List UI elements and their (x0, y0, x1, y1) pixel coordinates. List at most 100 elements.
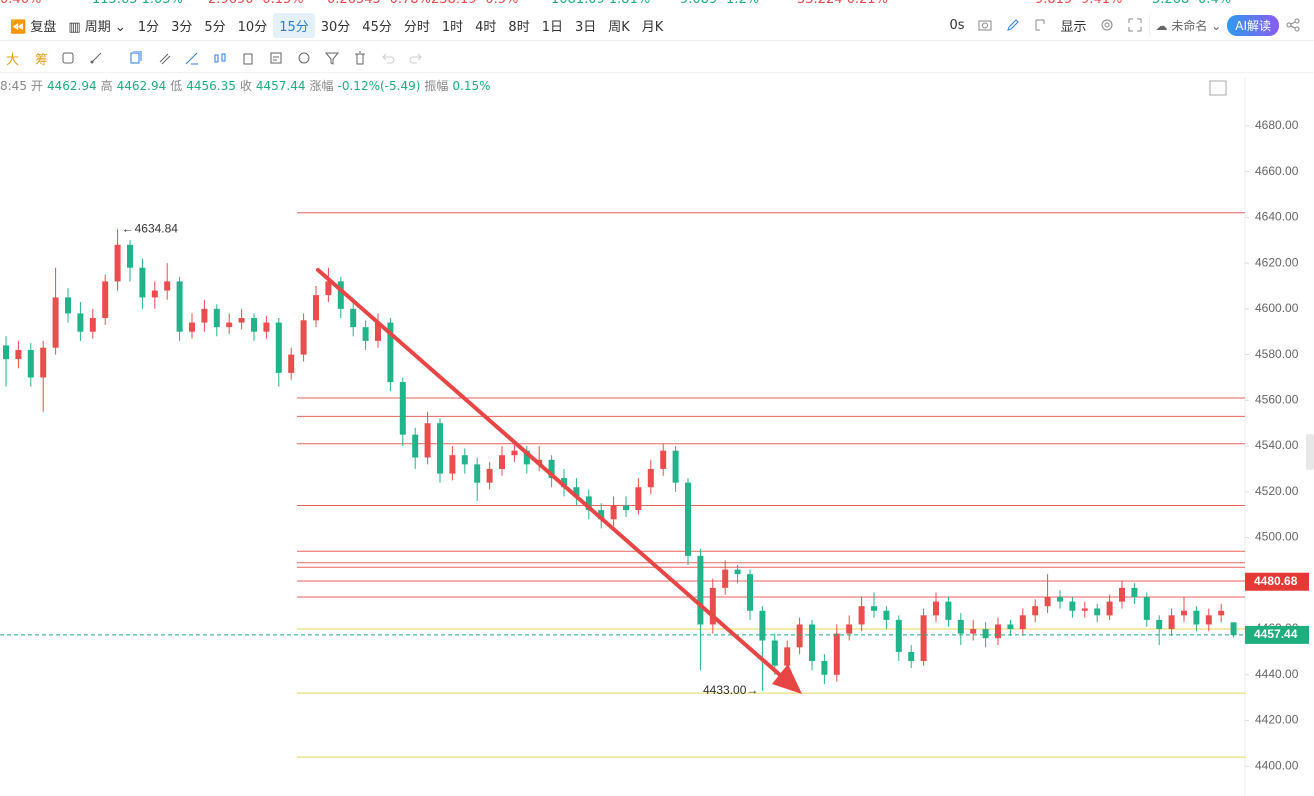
candle-body (288, 354, 295, 373)
tool-icon[interactable] (61, 51, 75, 65)
period-option[interactable]: 15分 (273, 12, 315, 38)
candle-body (325, 281, 332, 296)
price-tag-bg (1245, 572, 1309, 591)
settings-icon[interactable] (1100, 18, 1114, 32)
tool-icon[interactable] (297, 51, 311, 65)
ticker-item[interactable]: 2.9690 -0.15% (208, 0, 304, 7)
big-button[interactable]: 大 (6, 52, 20, 68)
candle-body (350, 308, 357, 328)
filter-icon[interactable] (325, 51, 340, 65)
candle-body (895, 619, 902, 652)
period-option[interactable]: 3分 (171, 19, 193, 35)
ticker-item[interactable]: 1081.09 1.81% (551, 0, 650, 7)
candle-body (598, 510, 605, 520)
redo-icon[interactable] (409, 51, 423, 65)
high-label: 4634.84 (135, 221, 179, 235)
period-option[interactable]: 月K (641, 19, 664, 35)
candle-body (102, 281, 109, 318)
candle-body (1131, 587, 1138, 598)
period-option[interactable]: 周K (608, 19, 630, 35)
period-option[interactable]: 1分 (137, 19, 160, 35)
ticker-item[interactable]: 115.65 1.05% (92, 0, 183, 7)
info-item: 4462.94 (116, 79, 167, 93)
chips-button[interactable]: 筹 (35, 52, 49, 68)
candle-body (300, 320, 307, 355)
candle-body (660, 450, 667, 469)
candle-body (759, 610, 766, 641)
candle-body (226, 322, 233, 328)
expand-icon[interactable] (1128, 18, 1142, 32)
tool-icon[interactable] (157, 51, 171, 65)
period-option[interactable]: 5分 (204, 19, 226, 35)
candle-body (523, 450, 530, 465)
countdown[interactable]: 0s (949, 17, 965, 33)
arrow-line (316, 268, 790, 684)
period-option[interactable]: 1日 (541, 19, 563, 35)
candle-body (995, 624, 1001, 639)
period-button[interactable]: ▥ 周期 ⌄ (68, 19, 126, 35)
replay-button[interactable]: ⏪ 复盘 (10, 19, 57, 35)
layout-name: 未命名 (1171, 18, 1208, 33)
period-list: 1分 3分 5分 10分 15分 30分 45分 分时 1时 4时 8时 1日 3日 周K 月K (132, 12, 670, 38)
y-tick-label: 4440.00 (1255, 667, 1299, 681)
candle-body (1057, 597, 1063, 602)
candle-body (970, 629, 977, 634)
candle-body (27, 350, 34, 378)
ticker-item[interactable]: 0.46% (0, 0, 41, 7)
candle-body (337, 281, 344, 309)
share-icon[interactable] (1286, 18, 1300, 32)
tool-icon[interactable] (213, 51, 227, 65)
pen-icon[interactable] (1006, 18, 1020, 32)
ai-button[interactable]: AI解读 (1227, 14, 1279, 36)
info-item: 收 (239, 79, 252, 93)
period-option[interactable]: 4时 (475, 19, 497, 35)
candle-body (1106, 601, 1113, 616)
candle-body (858, 606, 865, 625)
ticker-item[interactable]: 9.819 -9.41% (1035, 0, 1122, 7)
layout-button[interactable]: ☁ 未命名 ⌄ (1148, 13, 1228, 37)
undo-icon[interactable] (381, 51, 395, 65)
camera-icon[interactable] (978, 18, 992, 32)
tool-icon[interactable] (185, 51, 199, 65)
candle-body (982, 629, 989, 639)
period-option[interactable]: 10分 (237, 19, 268, 35)
candle-body (275, 322, 282, 373)
tool-icon[interactable] (241, 51, 255, 65)
ticker-item[interactable]: 238.19 -0.5% (431, 0, 518, 7)
period-option[interactable]: 3日 (574, 19, 597, 35)
candle-body (672, 450, 679, 483)
ticker-item[interactable]: 5.268 -0.4% (1152, 0, 1231, 7)
period-option[interactable]: 8时 (508, 19, 530, 35)
period-option[interactable]: 45分 (362, 19, 392, 35)
candle-body (251, 317, 257, 332)
ticker-item[interactable]: 0.26545 -0.78% (327, 0, 431, 7)
delete-icon[interactable] (353, 51, 367, 65)
period-option[interactable]: 1时 (441, 19, 464, 35)
candle-body (213, 308, 220, 328)
candle-body (201, 308, 208, 323)
ohlc-info: 8:45 开 4462.94 高 4462.94 低 4456.35 收 4457.44 涨幅 -0… (0, 77, 495, 94)
candle-body (449, 455, 456, 474)
candle-body (734, 569, 741, 575)
candle-body (1044, 597, 1051, 607)
period-option[interactable]: 30分 (320, 19, 351, 35)
plot: 4400.004420.004440.004460.004480.004500.… (0, 118, 1309, 772)
info-item: 涨幅 (309, 79, 334, 93)
candle-body (1181, 610, 1187, 616)
side-tab[interactable] (1306, 434, 1314, 470)
fullscreen-icon[interactable] (1209, 80, 1227, 96)
select-icon[interactable] (1034, 18, 1048, 32)
ticker-item[interactable]: 9.089 -1.2% (680, 0, 759, 7)
tool-icon[interactable] (129, 51, 143, 65)
candle-body (796, 624, 803, 648)
info-item: 高 (100, 79, 113, 93)
tool-icon[interactable] (269, 51, 283, 65)
y-tick-label: 4640.00 (1255, 210, 1299, 224)
display-button[interactable]: 显示 (1060, 19, 1087, 35)
tool-icon[interactable] (89, 51, 103, 65)
y-tick-label: 4540.00 (1255, 438, 1299, 452)
ticker-item[interactable]: 33.224 0.21% (797, 0, 888, 7)
period-option[interactable]: 分时 (403, 19, 430, 35)
candle-body (1007, 624, 1014, 630)
candle-body (685, 482, 691, 556)
